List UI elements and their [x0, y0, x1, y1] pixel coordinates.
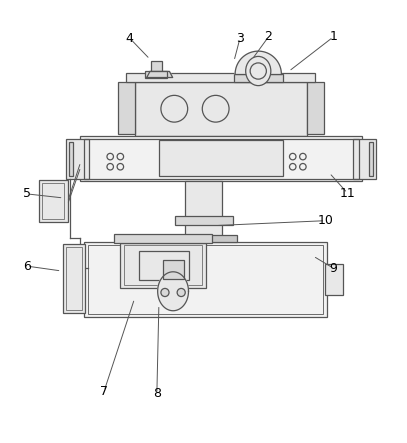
- Bar: [63, 244, 85, 313]
- Text: 1: 1: [329, 31, 337, 43]
- Bar: [163, 260, 184, 279]
- Text: 4: 4: [126, 31, 133, 45]
- Text: 10: 10: [317, 214, 333, 227]
- Bar: [151, 61, 162, 74]
- Bar: [325, 264, 344, 295]
- Bar: [159, 140, 282, 176]
- Bar: [69, 142, 73, 176]
- Bar: [185, 181, 222, 218]
- Bar: [185, 224, 222, 237]
- Bar: [127, 73, 315, 82]
- Text: 3: 3: [236, 31, 244, 45]
- Circle shape: [300, 163, 306, 170]
- Bar: [120, 243, 206, 288]
- Text: 8: 8: [153, 387, 161, 400]
- Bar: [42, 183, 64, 219]
- Bar: [353, 139, 376, 179]
- Bar: [175, 216, 233, 225]
- Polygon shape: [235, 51, 281, 74]
- Bar: [139, 251, 189, 280]
- Polygon shape: [147, 71, 173, 78]
- Circle shape: [107, 153, 114, 160]
- Ellipse shape: [246, 56, 271, 85]
- Bar: [234, 74, 282, 82]
- Bar: [124, 245, 202, 285]
- Circle shape: [202, 95, 229, 122]
- Text: 7: 7: [100, 385, 108, 397]
- Text: 2: 2: [265, 31, 272, 43]
- Bar: [171, 235, 237, 242]
- Bar: [118, 82, 136, 134]
- Bar: [84, 139, 359, 179]
- Text: 5: 5: [23, 187, 31, 200]
- Bar: [307, 82, 324, 134]
- Circle shape: [289, 163, 296, 170]
- Circle shape: [289, 153, 296, 160]
- Bar: [84, 242, 327, 317]
- Circle shape: [177, 288, 185, 296]
- Circle shape: [161, 288, 169, 296]
- Text: 9: 9: [329, 262, 337, 275]
- Text: 6: 6: [23, 260, 31, 272]
- Circle shape: [117, 163, 124, 170]
- Bar: [39, 180, 68, 222]
- Bar: [88, 245, 323, 314]
- Circle shape: [117, 153, 124, 160]
- Bar: [80, 136, 362, 181]
- Circle shape: [300, 153, 306, 160]
- Bar: [66, 139, 89, 179]
- Circle shape: [250, 63, 266, 79]
- Text: 11: 11: [339, 187, 355, 200]
- Polygon shape: [158, 272, 188, 311]
- Bar: [369, 142, 373, 176]
- Circle shape: [161, 95, 188, 122]
- Bar: [114, 234, 212, 243]
- Circle shape: [107, 163, 114, 170]
- Bar: [66, 247, 82, 310]
- Bar: [145, 71, 167, 78]
- Bar: [135, 82, 307, 136]
